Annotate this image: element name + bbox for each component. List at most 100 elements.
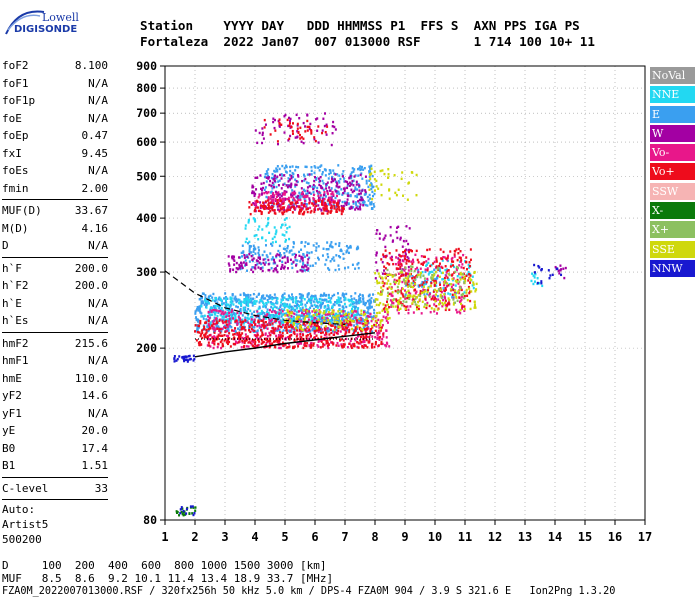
echo-point xyxy=(339,339,342,342)
echo-point xyxy=(326,344,329,348)
echo-point xyxy=(404,293,407,296)
echo-point xyxy=(365,322,368,325)
echo-point xyxy=(337,296,340,299)
echo-point xyxy=(333,172,336,175)
echo-point xyxy=(301,337,304,341)
echo-point xyxy=(269,339,272,343)
legend-item: SSE xyxy=(650,240,695,258)
echo-point xyxy=(266,298,269,302)
echo-point xyxy=(248,240,251,244)
echo-point xyxy=(232,312,235,315)
echo-point xyxy=(353,189,356,193)
echo-point xyxy=(408,275,411,278)
echo-point xyxy=(354,201,357,204)
echo-point xyxy=(345,203,348,206)
echo-point xyxy=(182,514,185,517)
echo-point xyxy=(286,314,289,317)
echo-point xyxy=(196,308,199,311)
echo-point xyxy=(337,199,340,202)
echo-point xyxy=(414,268,417,271)
echo-point xyxy=(374,342,377,346)
echo-point xyxy=(311,310,314,313)
echo-point xyxy=(312,244,315,247)
echo-point xyxy=(224,320,227,324)
echo-point xyxy=(295,335,298,338)
echo-point xyxy=(289,202,292,206)
echo-point xyxy=(263,118,266,122)
echo-point xyxy=(457,282,460,285)
param-row: yF1 N/A xyxy=(2,405,108,423)
echo-point xyxy=(458,296,461,299)
echo-point xyxy=(237,327,240,330)
echo-point xyxy=(351,167,354,170)
echo-point xyxy=(281,341,284,344)
echo-point xyxy=(240,251,243,255)
echo-point xyxy=(302,253,305,256)
echo-point xyxy=(325,298,328,302)
echo-point xyxy=(436,308,439,311)
echo-point xyxy=(205,328,208,332)
echo-point xyxy=(281,212,284,216)
echo-point xyxy=(336,173,339,176)
echo-point xyxy=(216,335,219,338)
echo-point xyxy=(349,244,352,248)
echo-point xyxy=(219,308,222,312)
echo-point xyxy=(302,195,305,199)
echo-point xyxy=(317,318,320,321)
echo-point xyxy=(360,312,363,315)
echo-point xyxy=(431,295,434,298)
echo-point xyxy=(293,198,296,201)
echo-point xyxy=(287,205,290,208)
echo-point xyxy=(312,342,315,345)
echo-point xyxy=(204,332,207,335)
echo-point xyxy=(371,343,374,346)
echo-point xyxy=(380,276,383,279)
echo-point xyxy=(198,340,201,344)
echo-point xyxy=(297,131,300,135)
echo-point xyxy=(337,299,340,303)
echo-point xyxy=(457,247,460,251)
echo-point xyxy=(235,267,238,270)
echo-point xyxy=(310,192,313,195)
echo-point xyxy=(285,209,288,212)
echo-point xyxy=(351,307,354,311)
echo-point xyxy=(247,304,250,308)
echo-point xyxy=(343,267,346,270)
echo-point xyxy=(473,300,476,303)
echo-point xyxy=(278,122,281,126)
echo-point xyxy=(286,309,289,312)
echo-point xyxy=(444,304,447,307)
echo-point xyxy=(409,295,412,298)
echo-point xyxy=(249,330,252,334)
echo-point xyxy=(263,188,266,192)
echo-point xyxy=(274,315,277,318)
echo-point xyxy=(259,209,262,213)
echo-point xyxy=(310,296,313,300)
echo-point xyxy=(355,183,358,186)
echo-point xyxy=(211,327,214,330)
echo-point xyxy=(320,186,323,189)
echo-point xyxy=(559,269,562,272)
echo-point xyxy=(390,305,393,308)
echo-point xyxy=(454,284,457,287)
echo-point xyxy=(408,181,411,184)
echo-point xyxy=(256,176,259,179)
echo-point xyxy=(395,279,398,282)
echo-point xyxy=(253,345,256,349)
echo-point xyxy=(252,202,255,205)
echo-point xyxy=(266,327,269,330)
echo-point xyxy=(295,299,298,302)
echo-point xyxy=(317,166,320,169)
echo-point xyxy=(300,325,303,328)
echo-point xyxy=(215,296,218,300)
echo-point xyxy=(320,303,323,306)
echo-point xyxy=(459,278,462,281)
echo-point xyxy=(460,288,463,292)
echo-point xyxy=(407,279,410,283)
echo-point xyxy=(320,331,323,335)
echo-point xyxy=(340,338,343,341)
echo-point xyxy=(301,294,304,297)
x-tick-label: 15 xyxy=(578,530,592,544)
echo-point xyxy=(377,187,380,190)
echo-point xyxy=(439,295,442,298)
